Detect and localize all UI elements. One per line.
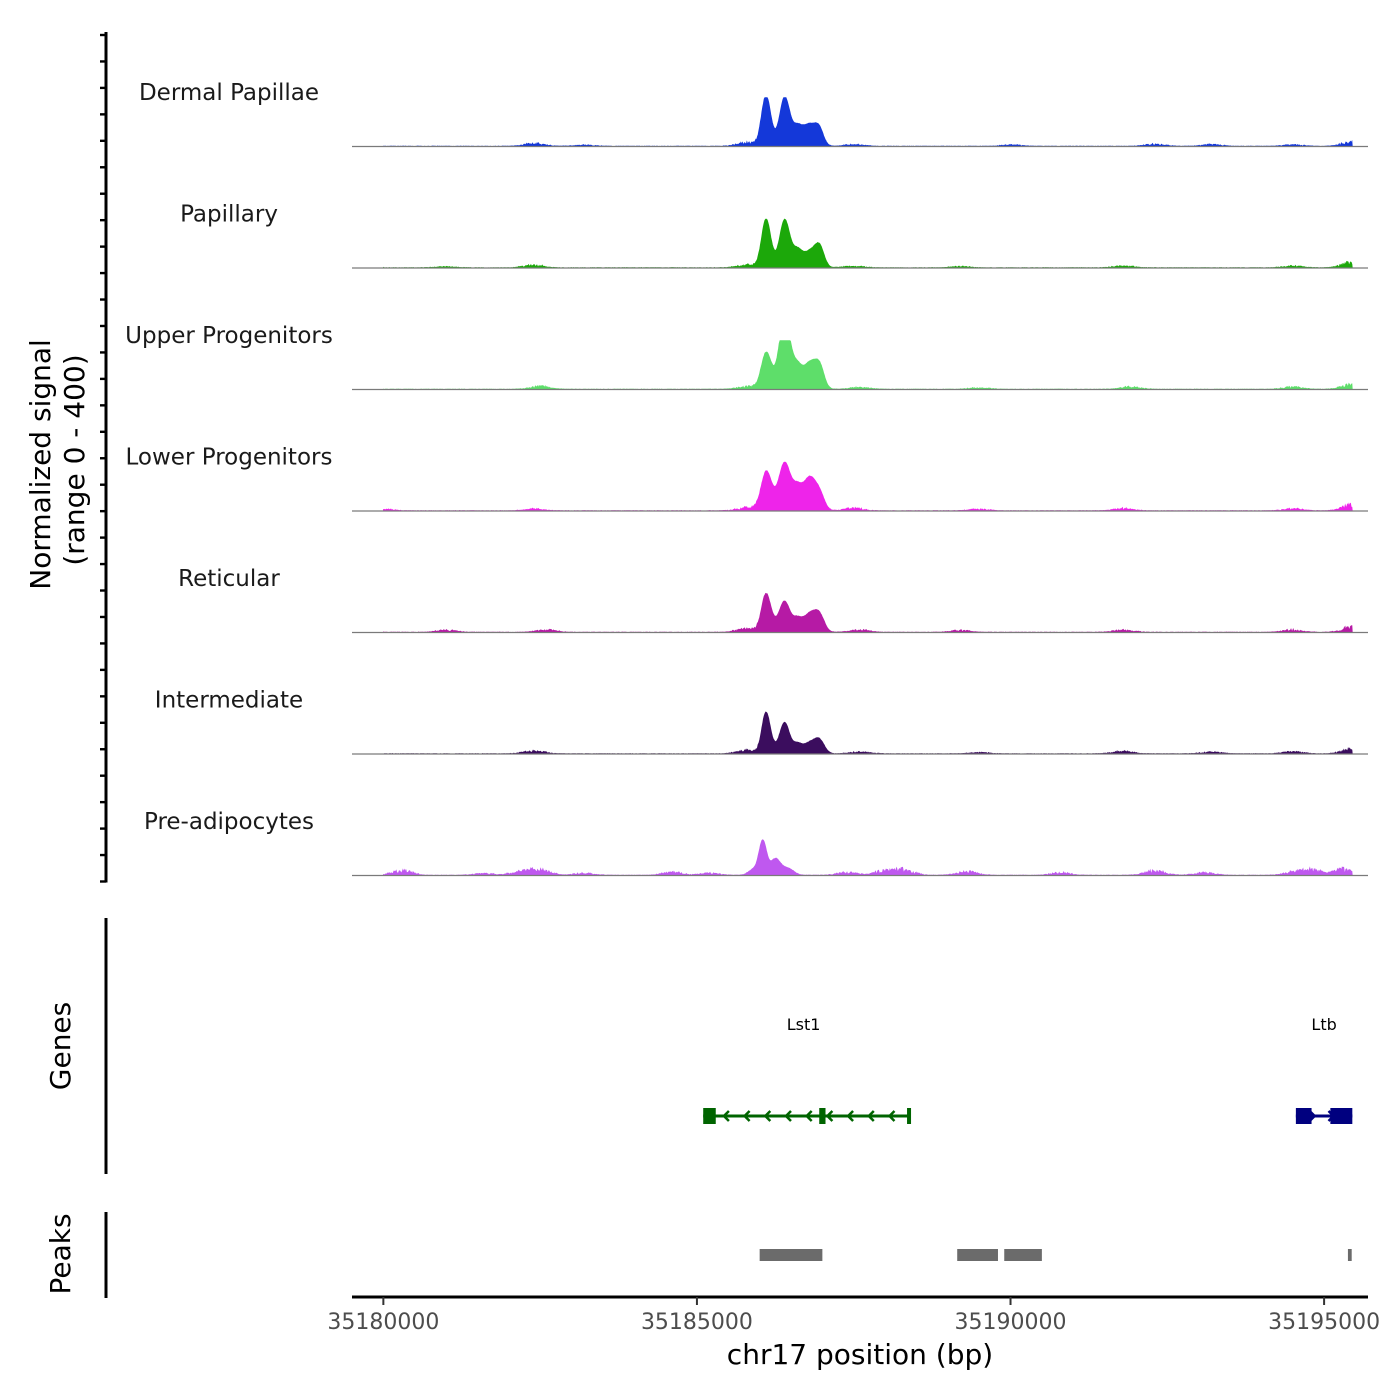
track-label-1: Papillary: [180, 202, 278, 228]
peaks-track-label: Peaks: [44, 1213, 77, 1294]
track-6: Pre-adipocytes: [144, 809, 1368, 877]
track-label-4: Reticular: [178, 566, 280, 592]
track-label-0: Dermal Papillae: [139, 80, 319, 106]
strand-arrow: [742, 1110, 751, 1122]
gene-ltb: Ltb: [1295, 1015, 1353, 1124]
track-label-2: Upper Progenitors: [125, 323, 333, 349]
strand-arrow: [887, 1110, 896, 1122]
genes-track: Lst1 Ltb: [703, 1015, 1353, 1124]
track-label-3: Lower Progenitors: [126, 445, 333, 471]
strand-arrow: [804, 1110, 813, 1122]
strand-arrow: [867, 1110, 875, 1122]
exon: [1330, 1108, 1353, 1124]
exon: [703, 1108, 716, 1124]
track-label-6: Pre-adipocytes: [144, 809, 314, 835]
signal-tracks: Dermal Papillae Papillary Upper Progenitor…: [125, 80, 1368, 877]
track-0: Dermal Papillae: [139, 80, 1368, 148]
strand-arrow: [825, 1110, 834, 1122]
x-tick-label: 35195000: [1268, 1310, 1380, 1335]
signal-area-5: [383, 711, 1353, 755]
signal-area-0: [383, 97, 1353, 147]
track-4: Reticular: [178, 566, 1368, 634]
strand-arrow: [846, 1110, 854, 1122]
strand-arrow: [784, 1110, 792, 1122]
peak-region: [1004, 1249, 1042, 1261]
strand-arrow: [763, 1110, 772, 1122]
x-axis-title: chr17 position (bp): [727, 1338, 993, 1371]
x-tick-label: 35185000: [641, 1310, 753, 1335]
signal-area-6: [383, 839, 1353, 876]
signal-area-3: [383, 461, 1353, 512]
exon: [819, 1108, 826, 1124]
y-axis-title-range: (range 0 - 400): [58, 354, 91, 565]
signal-area-4: [383, 592, 1353, 633]
signal-area-1: [383, 218, 1353, 269]
gene-label: Lst1: [787, 1015, 821, 1034]
peak-region: [759, 1249, 823, 1261]
genes-track-label: Genes: [44, 1002, 77, 1090]
track-1: Papillary: [180, 202, 1368, 269]
y-axis-title-main: Normalized signal: [24, 339, 57, 590]
peak-region: [957, 1249, 998, 1261]
track-label-5: Intermediate: [155, 688, 303, 714]
gene-lst1: Lst1: [703, 1015, 912, 1124]
signal-y-axis: [100, 32, 108, 883]
track-3: Lower Progenitors: [126, 445, 1368, 512]
strand-arrow: [722, 1110, 730, 1122]
y-axis-title: Normalized signal (range 0 - 400): [24, 330, 91, 589]
x-tick-label: 35180000: [327, 1310, 439, 1335]
signal-area-2: [383, 340, 1353, 390]
exon: [907, 1108, 912, 1124]
exon: [1295, 1108, 1312, 1124]
peak-region: [1347, 1249, 1352, 1261]
peaks-track: [759, 1249, 1352, 1261]
gene-label: Ltb: [1311, 1015, 1336, 1034]
x-axis: 35180000 35185000 35190000 35195000: [327, 1295, 1380, 1335]
track-5: Intermediate: [155, 688, 1368, 755]
track-2: Upper Progenitors: [125, 323, 1368, 391]
x-tick-label: 35190000: [955, 1310, 1067, 1335]
